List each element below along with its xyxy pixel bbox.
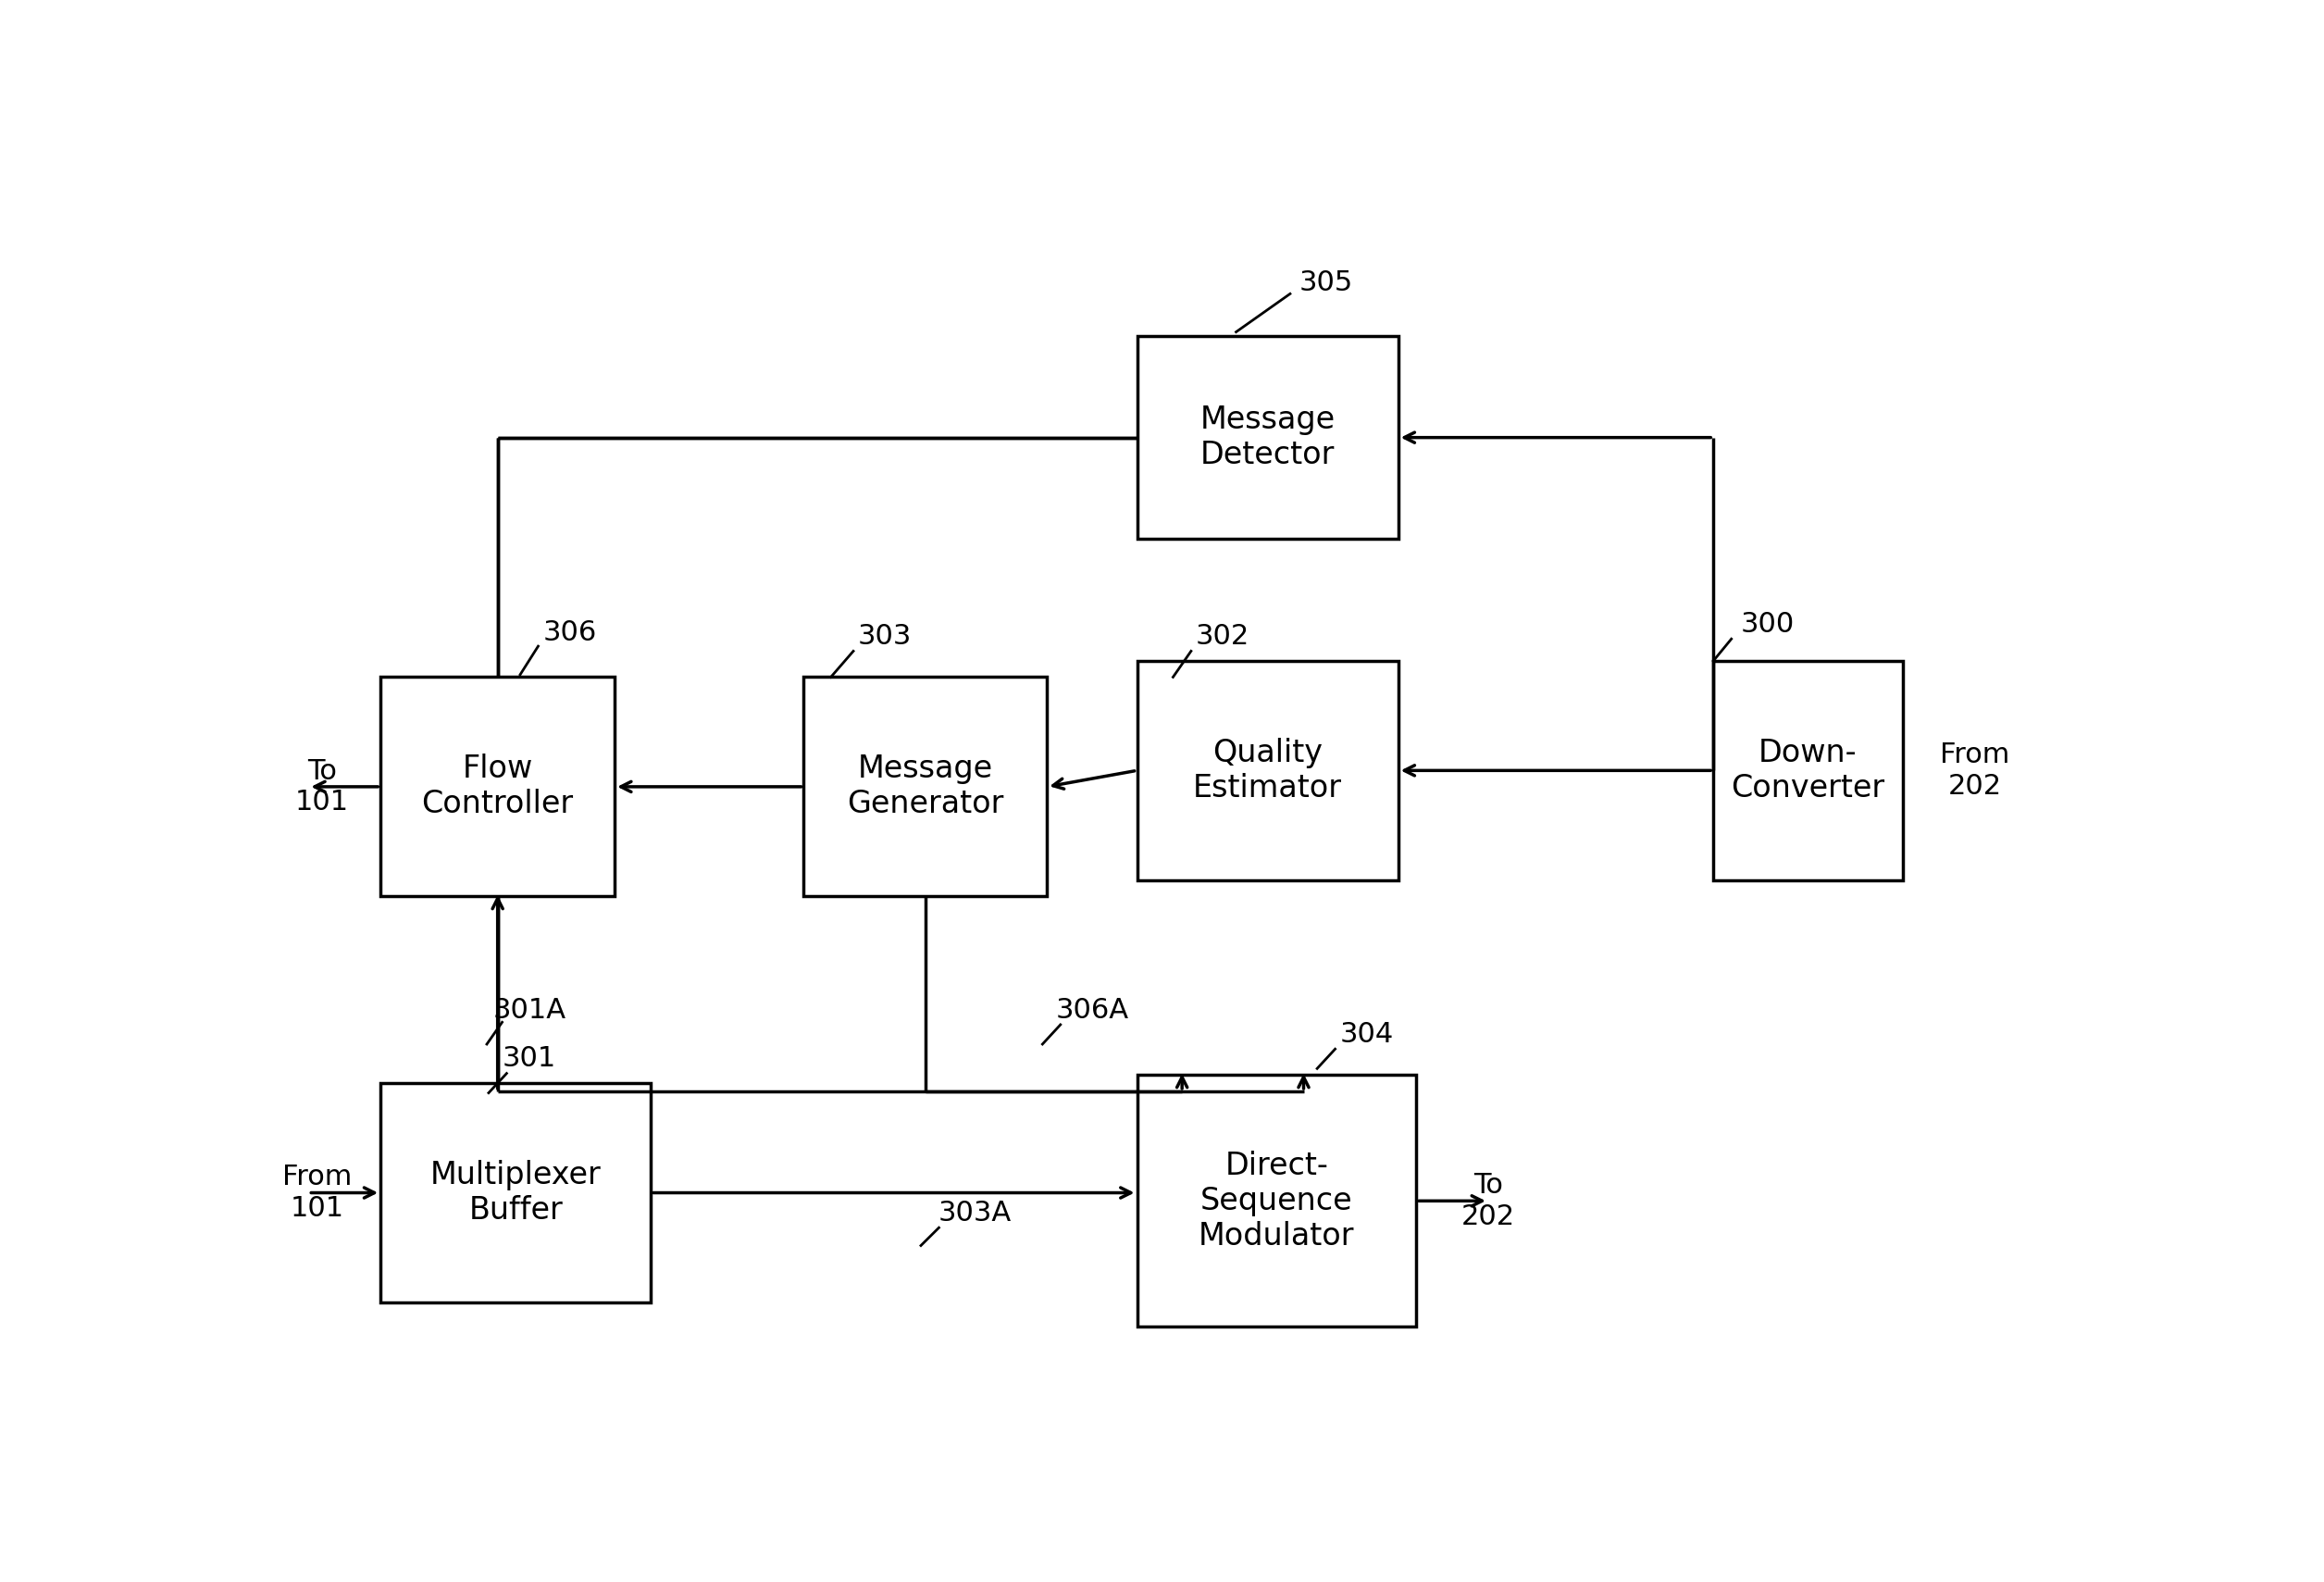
Bar bbox=[1136, 1076, 1415, 1327]
Text: Quality
Estimator: Quality Estimator bbox=[1192, 737, 1341, 804]
Text: 305: 305 bbox=[1299, 271, 1353, 297]
Bar bbox=[381, 1084, 651, 1302]
Text: To
101: To 101 bbox=[295, 758, 349, 816]
Bar bbox=[1136, 335, 1399, 539]
Text: 300: 300 bbox=[1741, 611, 1794, 638]
Text: Message
Detector: Message Detector bbox=[1199, 405, 1336, 470]
Text: 302: 302 bbox=[1195, 623, 1250, 650]
Text: 306: 306 bbox=[544, 619, 597, 645]
Text: 301: 301 bbox=[502, 1046, 555, 1073]
Text: 304: 304 bbox=[1339, 1020, 1394, 1047]
Text: 303A: 303A bbox=[939, 1199, 1011, 1226]
Text: Down-
Converter: Down- Converter bbox=[1731, 737, 1885, 804]
Text: Direct-
Sequence
Modulator: Direct- Sequence Modulator bbox=[1199, 1150, 1355, 1251]
Text: To
202: To 202 bbox=[1462, 1172, 1515, 1229]
Text: From
101: From 101 bbox=[284, 1164, 353, 1221]
Bar bbox=[1713, 661, 1903, 880]
Text: Flow
Controller: Flow Controller bbox=[421, 753, 574, 819]
Bar bbox=[1136, 661, 1399, 880]
Text: Message
Generator: Message Generator bbox=[846, 753, 1004, 819]
Text: From
202: From 202 bbox=[1941, 742, 2010, 799]
Text: Multiplexer
Buffer: Multiplexer Buffer bbox=[430, 1160, 602, 1226]
Bar bbox=[381, 677, 614, 897]
Text: 301A: 301A bbox=[493, 997, 565, 1024]
Text: 303: 303 bbox=[858, 623, 911, 650]
Text: 306A: 306A bbox=[1055, 997, 1129, 1024]
Bar bbox=[804, 677, 1046, 897]
